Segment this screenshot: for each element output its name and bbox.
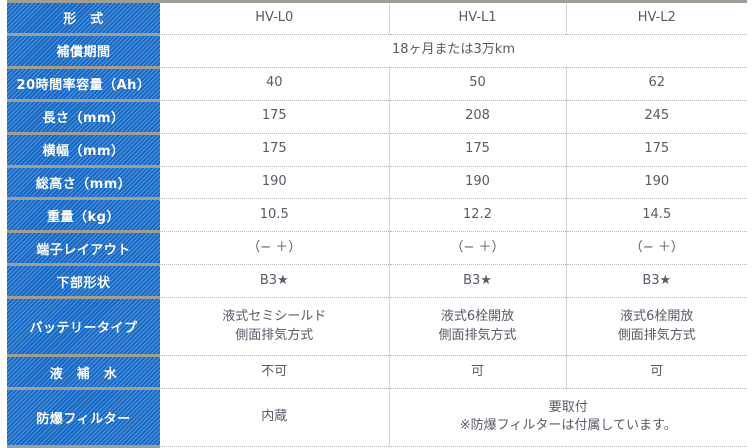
cell-water-refill-hv-l1: 可: [388, 355, 566, 389]
row-label-model: 形 式: [7, 0, 160, 35]
table-row: バッテリータイプ 液式セミシールド 側面排気方式 液式6栓開放 側面排気方式 液…: [7, 296, 747, 356]
row-label-capacity-20h: 20時間率容量（Ah）: [7, 65, 160, 101]
cell-bottom-shape-hv-l2: B3★: [565, 264, 747, 298]
cell-width-hv-l0: 175: [160, 132, 389, 167]
cell-length-hv-l0: 175: [160, 99, 389, 134]
cell-filter-hv-l1-l2: 要取付 ※防爆フィルターは付属しています。: [388, 387, 747, 448]
battery-spec-table: 形 式 HV-L0 HV-L1 HV-L2 補償期間 18ヶ月または3万km 2…: [7, 0, 747, 448]
table-row: 重量（kg） 10.5 12.2 14.5: [7, 197, 747, 232]
cell-water-refill-hv-l0: 不可: [160, 355, 389, 389]
cell-model-hv-l2: HV-L2: [565, 0, 747, 35]
table-row: 長さ（mm） 175 208 245: [7, 98, 747, 134]
row-label-explosion-proof-filter: 防爆フィルター: [7, 386, 160, 448]
cell-terminal-hv-l1: （− ＋）: [388, 231, 566, 265]
cell-capacity-hv-l1: 50: [388, 66, 566, 101]
cell-width-hv-l2: 175: [565, 132, 747, 167]
table-row: 総高さ（mm） 190 190 190: [7, 164, 747, 199]
cell-weight-hv-l1: 12.2: [388, 198, 566, 232]
cell-battery-type-hv-l0: 液式セミシールド 側面排気方式: [160, 297, 389, 356]
row-label-bottom-shape: 下部形状: [7, 263, 160, 298]
cell-width-hv-l1: 175: [388, 132, 566, 167]
cell-warranty-period-all: 18ヶ月または3万km: [160, 33, 747, 68]
cell-height-hv-l1: 190: [388, 165, 566, 199]
row-label-weight: 重量（kg）: [7, 197, 160, 232]
row-label-terminal-layout: 端子レイアウト: [7, 230, 160, 265]
table-row: 20時間率容量（Ah） 40 50 62: [7, 65, 747, 101]
row-label-length: 長さ（mm）: [7, 98, 160, 134]
row-label-battery-type: バッテリータイプ: [7, 296, 160, 356]
cell-filter-hv-l0: 内蔵: [160, 387, 389, 448]
row-label-total-height: 総高さ（mm）: [7, 164, 160, 199]
cell-model-hv-l1: HV-L1: [388, 0, 566, 35]
row-label-warranty-period: 補償期間: [7, 32, 160, 68]
cell-water-refill-hv-l2: 可: [565, 355, 747, 389]
table-row: 防爆フィルター 内蔵 要取付 ※防爆フィルターは付属しています。: [7, 386, 747, 448]
cell-terminal-hv-l2: （− ＋）: [565, 231, 747, 265]
table-row: 横幅（mm） 175 175 175: [7, 131, 747, 167]
cell-length-hv-l1: 208: [388, 99, 566, 134]
row-label-width: 横幅（mm）: [7, 131, 160, 167]
cell-bottom-shape-hv-l1: B3★: [388, 264, 566, 298]
cell-capacity-hv-l2: 62: [565, 66, 747, 101]
cell-battery-type-hv-l1: 液式6栓開放 側面排気方式: [388, 297, 566, 356]
cell-height-hv-l0: 190: [160, 165, 389, 199]
cell-weight-hv-l2: 14.5: [565, 198, 747, 232]
table-row: 液 補 水 不可 可 可: [7, 354, 747, 389]
cell-capacity-hv-l0: 40: [160, 66, 389, 101]
table-row: 下部形状 B3★ B3★ B3★: [7, 263, 747, 298]
table-row: 形 式 HV-L0 HV-L1 HV-L2: [7, 0, 747, 35]
cell-weight-hv-l0: 10.5: [160, 198, 389, 232]
cell-height-hv-l2: 190: [565, 165, 747, 199]
cell-model-hv-l0: HV-L0: [160, 0, 389, 35]
table-row: 端子レイアウト （− ＋） （− ＋） （− ＋）: [7, 230, 747, 265]
cell-battery-type-hv-l2: 液式6栓開放 側面排気方式: [565, 297, 747, 356]
cell-length-hv-l2: 245: [565, 99, 747, 134]
table-row: 補償期間 18ヶ月または3万km: [7, 32, 747, 68]
cell-bottom-shape-hv-l0: B3★: [160, 264, 389, 298]
row-label-water-refill: 液 補 水: [7, 354, 160, 389]
cell-terminal-hv-l0: （− ＋）: [160, 231, 389, 265]
